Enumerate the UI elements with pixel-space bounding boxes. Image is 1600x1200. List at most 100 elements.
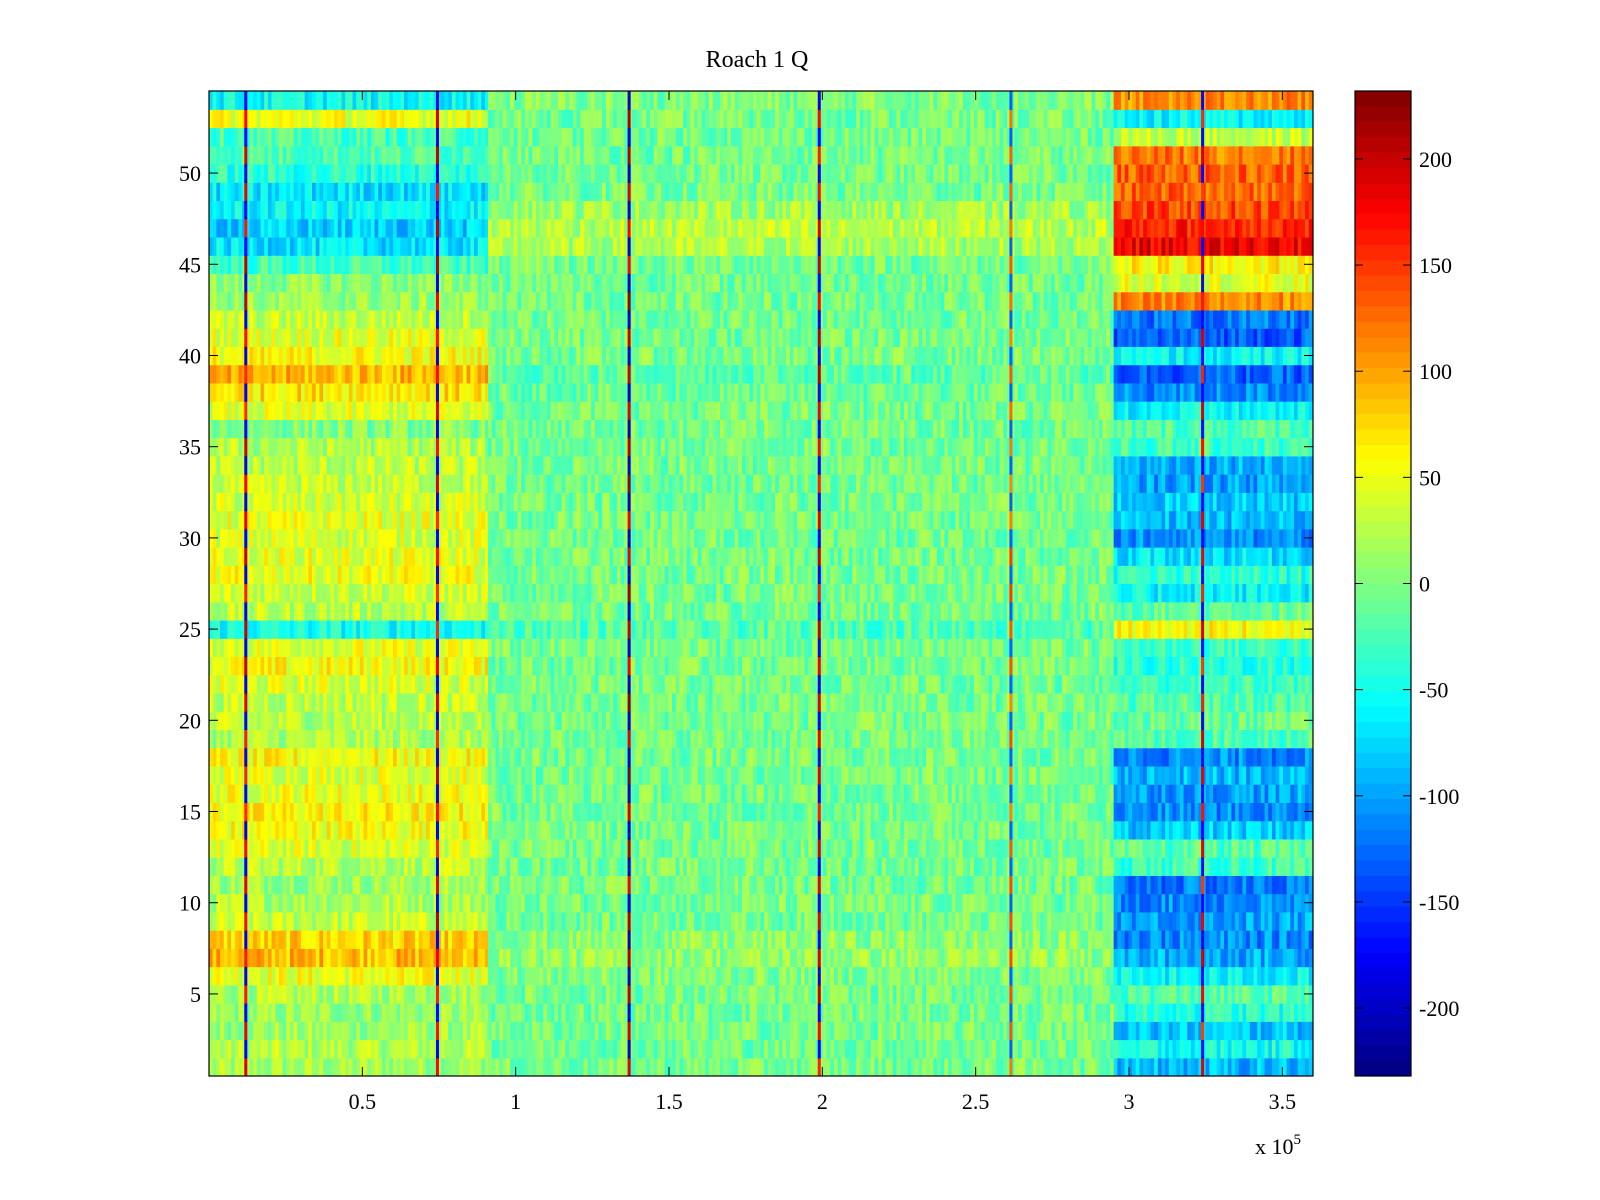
heatmap-cell — [440, 236, 446, 256]
heatmap-cell — [253, 127, 258, 147]
heatmap-cell — [209, 273, 214, 293]
heatmap-cell — [271, 291, 276, 311]
heatmap-cell — [315, 875, 320, 895]
heatmap-cell — [345, 565, 350, 585]
heatmap-cell — [212, 1039, 217, 1059]
heatmap-cell — [234, 474, 240, 493]
heatmap-cell — [374, 236, 379, 256]
heatmap-cell — [561, 984, 566, 1004]
heatmap-cell — [451, 1021, 457, 1041]
heatmap-cell — [348, 236, 354, 256]
heatmap-cell — [378, 200, 383, 220]
heatmap-cell — [878, 1021, 883, 1041]
heatmap-cell — [356, 656, 361, 676]
heatmap-cell — [455, 200, 460, 220]
heatmap-cell — [367, 1057, 372, 1076]
heatmap-cell — [466, 656, 471, 676]
heatmap-cell — [297, 382, 302, 402]
heatmap-cell — [231, 401, 236, 420]
heatmap-cell — [429, 893, 435, 913]
heatmap-cell — [282, 601, 287, 621]
heatmap-cell — [319, 236, 324, 256]
heatmap-cell — [234, 1039, 240, 1059]
heatmap-cell — [404, 692, 409, 712]
heatmap-cell — [889, 1003, 894, 1022]
heatmap-cell — [289, 163, 295, 183]
heatmap-cell — [370, 419, 376, 439]
heatmap-cell — [367, 528, 372, 548]
heatmap-cell — [690, 1003, 695, 1022]
heatmap-cell — [249, 966, 254, 986]
heatmap-cell — [415, 820, 420, 840]
heatmap-cell — [323, 547, 328, 566]
heatmap-cell — [466, 547, 471, 566]
heatmap-cell — [411, 273, 416, 293]
heatmap-cell — [308, 692, 313, 712]
heatmap-cell — [561, 966, 566, 986]
heatmap-cell — [220, 893, 225, 913]
heatmap-cell — [470, 291, 475, 311]
heatmap-cell — [282, 911, 287, 931]
heatmap-cell — [341, 364, 346, 384]
heatmap-cell — [267, 583, 273, 603]
heatmap-cell — [440, 911, 446, 931]
heatmap-cell — [253, 784, 258, 803]
heatmap-cell — [245, 163, 251, 183]
heatmap-cell — [220, 346, 225, 366]
heatmap-cell — [374, 127, 379, 147]
heatmap-cell — [275, 163, 280, 183]
heatmap-cell — [337, 455, 343, 475]
heatmap-cell — [889, 1057, 894, 1076]
heatmap-cell — [466, 364, 471, 384]
heatmap-cell — [308, 1003, 313, 1022]
heatmap-cell — [426, 802, 431, 822]
heatmap-cell — [852, 1021, 857, 1041]
heatmap-cell — [459, 218, 464, 238]
heatmap-cell — [374, 729, 379, 749]
heatmap-cell — [485, 893, 489, 913]
heatmap-cell — [422, 547, 427, 566]
heatmap-cell — [253, 948, 258, 968]
heatmap-cell — [393, 930, 398, 949]
heatmap-cell — [319, 218, 324, 238]
heatmap-cell — [363, 784, 368, 803]
heatmap-cell — [944, 1039, 949, 1059]
heatmap-cell — [415, 583, 420, 603]
heatmap-cell — [444, 182, 449, 202]
heatmap-cell — [470, 1057, 475, 1076]
heatmap-cell — [275, 127, 280, 147]
heatmap-cell — [378, 474, 383, 493]
heatmap-cell — [352, 547, 357, 566]
heatmap-cell — [738, 1003, 743, 1022]
heatmap-cell — [312, 747, 317, 767]
heatmap-cell — [374, 583, 379, 603]
heatmap-cell — [260, 346, 265, 366]
heatmap-cell — [267, 692, 273, 712]
heatmap-cell — [859, 1039, 865, 1059]
heatmap-cell — [223, 419, 228, 439]
heatmap-cell — [286, 1039, 291, 1059]
heatmap-cell — [381, 145, 387, 165]
heatmap-cell — [535, 984, 541, 1004]
heatmap-cell — [334, 163, 339, 183]
heatmap-cell — [900, 1057, 905, 1076]
heatmap-cell — [716, 1039, 721, 1059]
heatmap-cell — [429, 984, 435, 1004]
heatmap-cell — [771, 1021, 776, 1041]
heatmap-cell — [470, 346, 475, 366]
heatmap-cell — [415, 692, 420, 712]
heatmap-cell — [319, 291, 324, 311]
heatmap-cell — [330, 638, 335, 658]
heatmap-cell — [326, 236, 332, 256]
heatmap-cell — [400, 601, 405, 621]
heatmap-cell — [771, 1039, 776, 1059]
heatmap-cell — [804, 1057, 809, 1076]
heatmap-cell — [429, 711, 435, 731]
heatmap-cell — [282, 547, 287, 566]
heatmap-cell — [429, 583, 435, 603]
heatmap-cell — [315, 565, 320, 585]
heatmap-cell — [264, 145, 269, 165]
heatmap-cell — [1014, 1021, 1019, 1041]
heatmap-cell — [415, 528, 420, 548]
heatmap-cell — [227, 474, 232, 493]
